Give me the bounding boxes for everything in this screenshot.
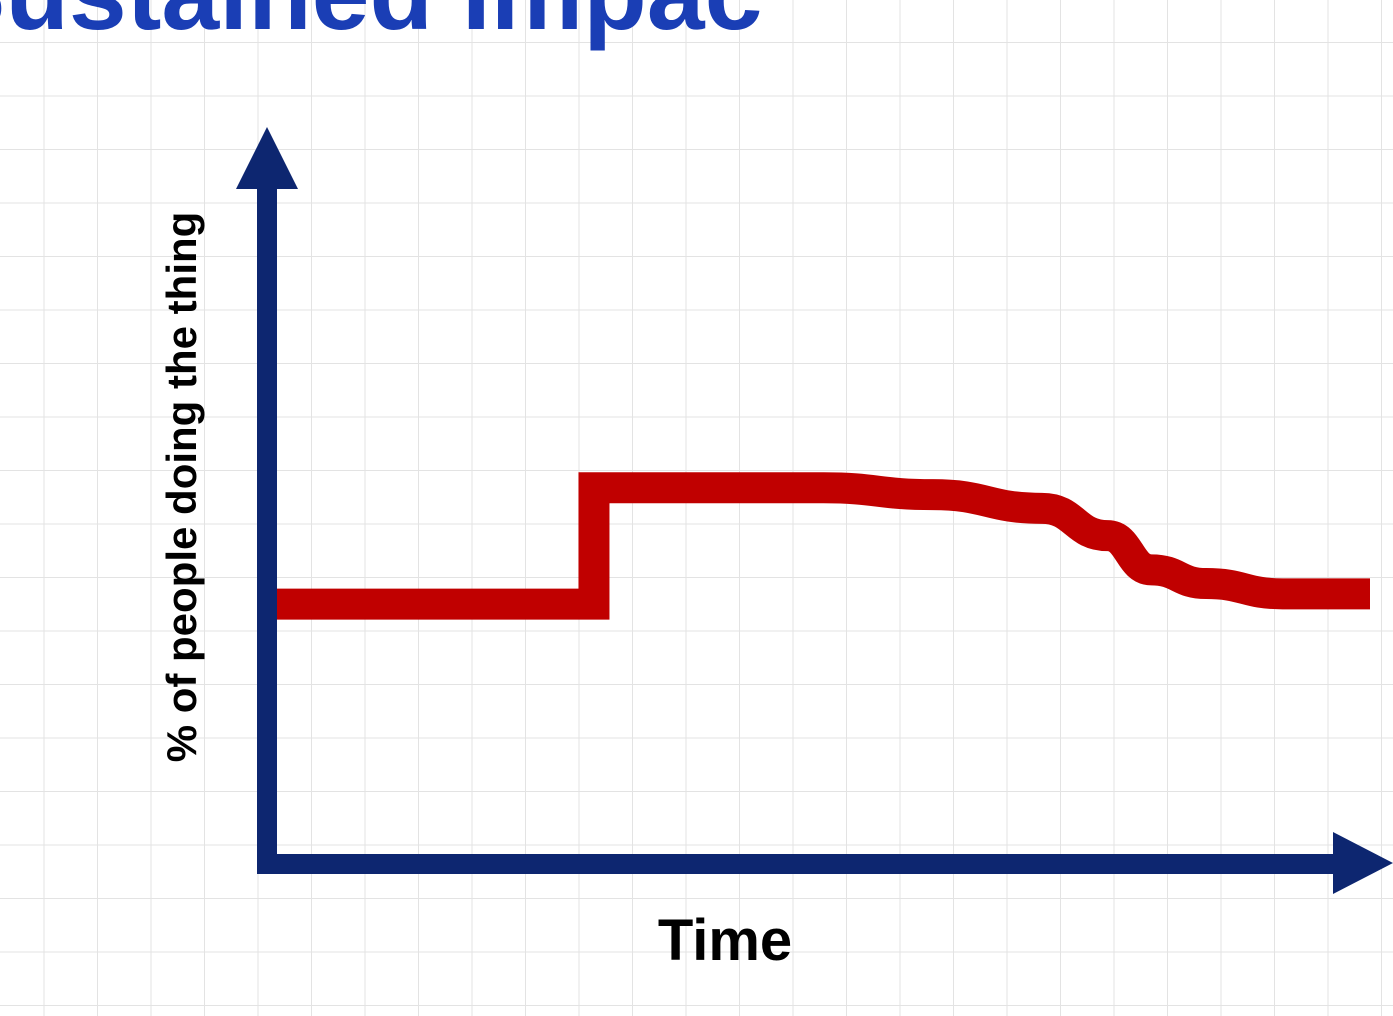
x-axis-line: [257, 854, 1347, 874]
y-axis-line: [257, 180, 277, 874]
y-axis-title: % of people doing the thing: [158, 212, 205, 763]
x-axis-arrow: [1333, 832, 1393, 894]
series-line: [277, 472, 1370, 620]
y-axis-arrow: [236, 127, 298, 189]
axes: [236, 127, 1393, 894]
page-title: Sustained Impact: [0, 0, 760, 46]
x-axis-title: Time: [658, 908, 792, 973]
title-clip: Sustained Impact: [0, 0, 760, 52]
